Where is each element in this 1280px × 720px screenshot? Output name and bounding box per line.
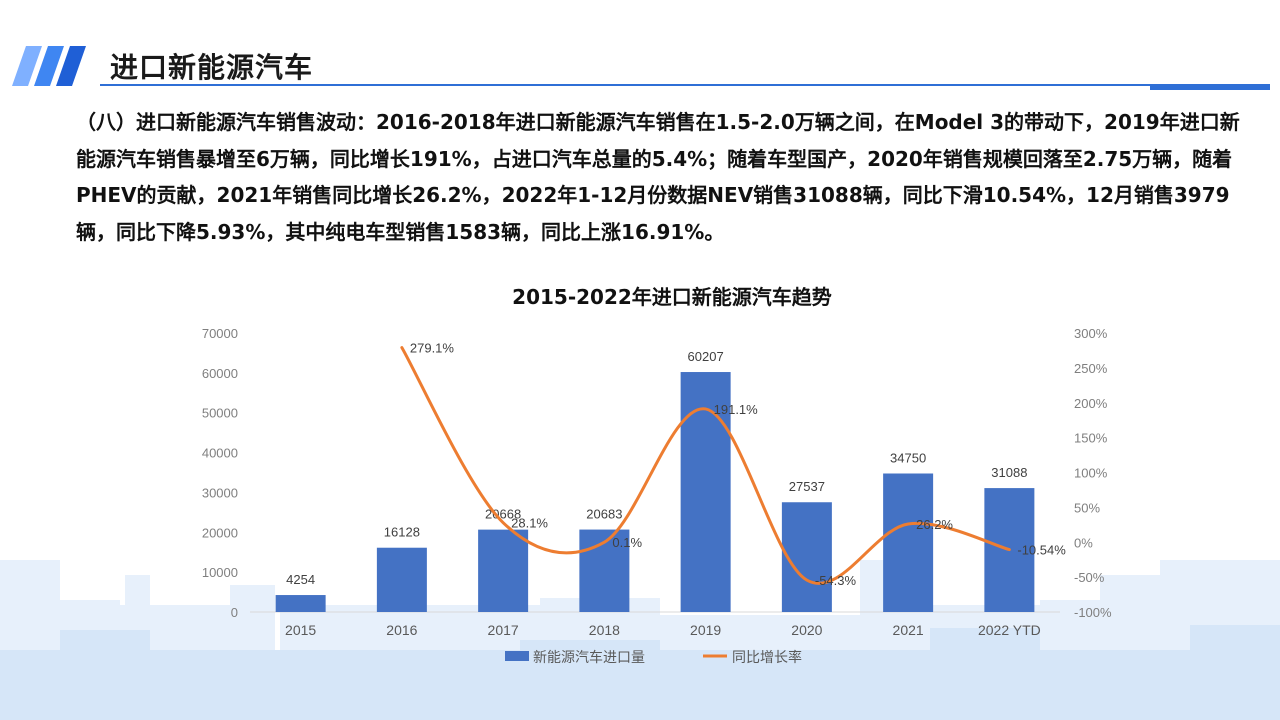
- x-tick-label: 2021: [893, 622, 924, 638]
- line-series: [400, 346, 1011, 585]
- x-tick-label: 2017: [488, 622, 519, 638]
- bar: [680, 372, 731, 612]
- growth-rate-line: [400, 346, 1011, 585]
- bar-value-label: 4254: [286, 572, 315, 587]
- right-tick-label: 250%: [1074, 361, 1108, 376]
- bar-value-label: 34750: [890, 450, 926, 465]
- right-tick-label: 0%: [1074, 535, 1093, 550]
- x-tick-label: 2022 YTD: [978, 622, 1041, 638]
- bar-value-label: 31088: [991, 465, 1027, 480]
- left-axis: 0 10000 20000 30000 40000 50000 60000 70000: [202, 326, 238, 620]
- title-underline: [100, 84, 1270, 90]
- x-tick-label: 2020: [791, 622, 822, 638]
- left-tick-label: 30000: [202, 485, 238, 500]
- bar-series: [275, 372, 1035, 612]
- summary-paragraph: （八）进口新能源汽车销售波动：2016-2018年进口新能源汽车销售在1.5-2…: [76, 110, 1240, 244]
- bar-value-label: 60207: [688, 349, 724, 364]
- left-tick-label: 70000: [202, 326, 238, 341]
- left-tick-label: 20000: [202, 525, 238, 540]
- left-tick-label: 0: [231, 605, 238, 620]
- bar: [478, 529, 529, 612]
- right-axis: -100% -50% 0% 50% 100% 150% 200% 250% 300%: [1074, 326, 1112, 620]
- left-tick-label: 10000: [202, 565, 238, 580]
- bar: [376, 547, 427, 612]
- chart-title: 2015-2022年进口新能源汽车趋势: [512, 285, 832, 309]
- x-axis-ticks: 2015 2016 2017 2018 2019 2020 2021 2022 YTD: [285, 622, 1041, 638]
- x-tick-label: 2018: [589, 622, 620, 638]
- header: 进口新能源汽车: [0, 0, 1280, 100]
- right-tick-label: 150%: [1074, 431, 1108, 446]
- x-tick-label: 2016: [386, 622, 417, 638]
- x-tick-label: 2019: [690, 622, 721, 638]
- left-tick-label: 60000: [202, 366, 238, 381]
- bar: [781, 502, 832, 612]
- stripes-logo-icon: [12, 46, 86, 86]
- growth-rate-label: 26.2%: [916, 517, 953, 532]
- left-tick-label: 50000: [202, 406, 238, 421]
- right-tick-label: 300%: [1074, 326, 1108, 341]
- growth-rate-label: 28.1%: [511, 516, 548, 531]
- right-tick-label: 100%: [1074, 466, 1108, 481]
- bar-value-label: 20683: [586, 507, 622, 522]
- right-tick-label: -50%: [1074, 570, 1105, 585]
- growth-rate-label: 0.1%: [612, 535, 642, 550]
- legend-bar-swatch: [505, 651, 529, 661]
- right-tick-label: 50%: [1074, 500, 1100, 515]
- growth-rate-label: 279.1%: [410, 341, 455, 356]
- bar-value-label: 16128: [384, 525, 420, 540]
- page-title: 进口新能源汽车: [110, 51, 314, 84]
- legend: 新能源汽车进口量 同比增长率: [505, 649, 802, 666]
- bar: [275, 595, 326, 612]
- legend-bar-label: 新能源汽车进口量: [533, 649, 645, 666]
- growth-rate-label: 191.1%: [714, 402, 759, 417]
- left-tick-label: 40000: [202, 446, 238, 461]
- growth-rate-label: -54.3%: [815, 573, 857, 588]
- growth-rate-label: -10.54%: [1017, 543, 1066, 558]
- bar: [883, 473, 934, 612]
- bar-value-label: 27537: [789, 479, 825, 494]
- x-tick-label: 2015: [285, 622, 316, 638]
- legend-line-label: 同比增长率: [732, 649, 802, 666]
- right-tick-label: -100%: [1074, 605, 1112, 620]
- right-tick-label: 200%: [1074, 396, 1108, 411]
- line-labels: 279.1% 28.1% 0.1% 191.1% -54.3% 26.2% -10.54%: [410, 341, 1066, 589]
